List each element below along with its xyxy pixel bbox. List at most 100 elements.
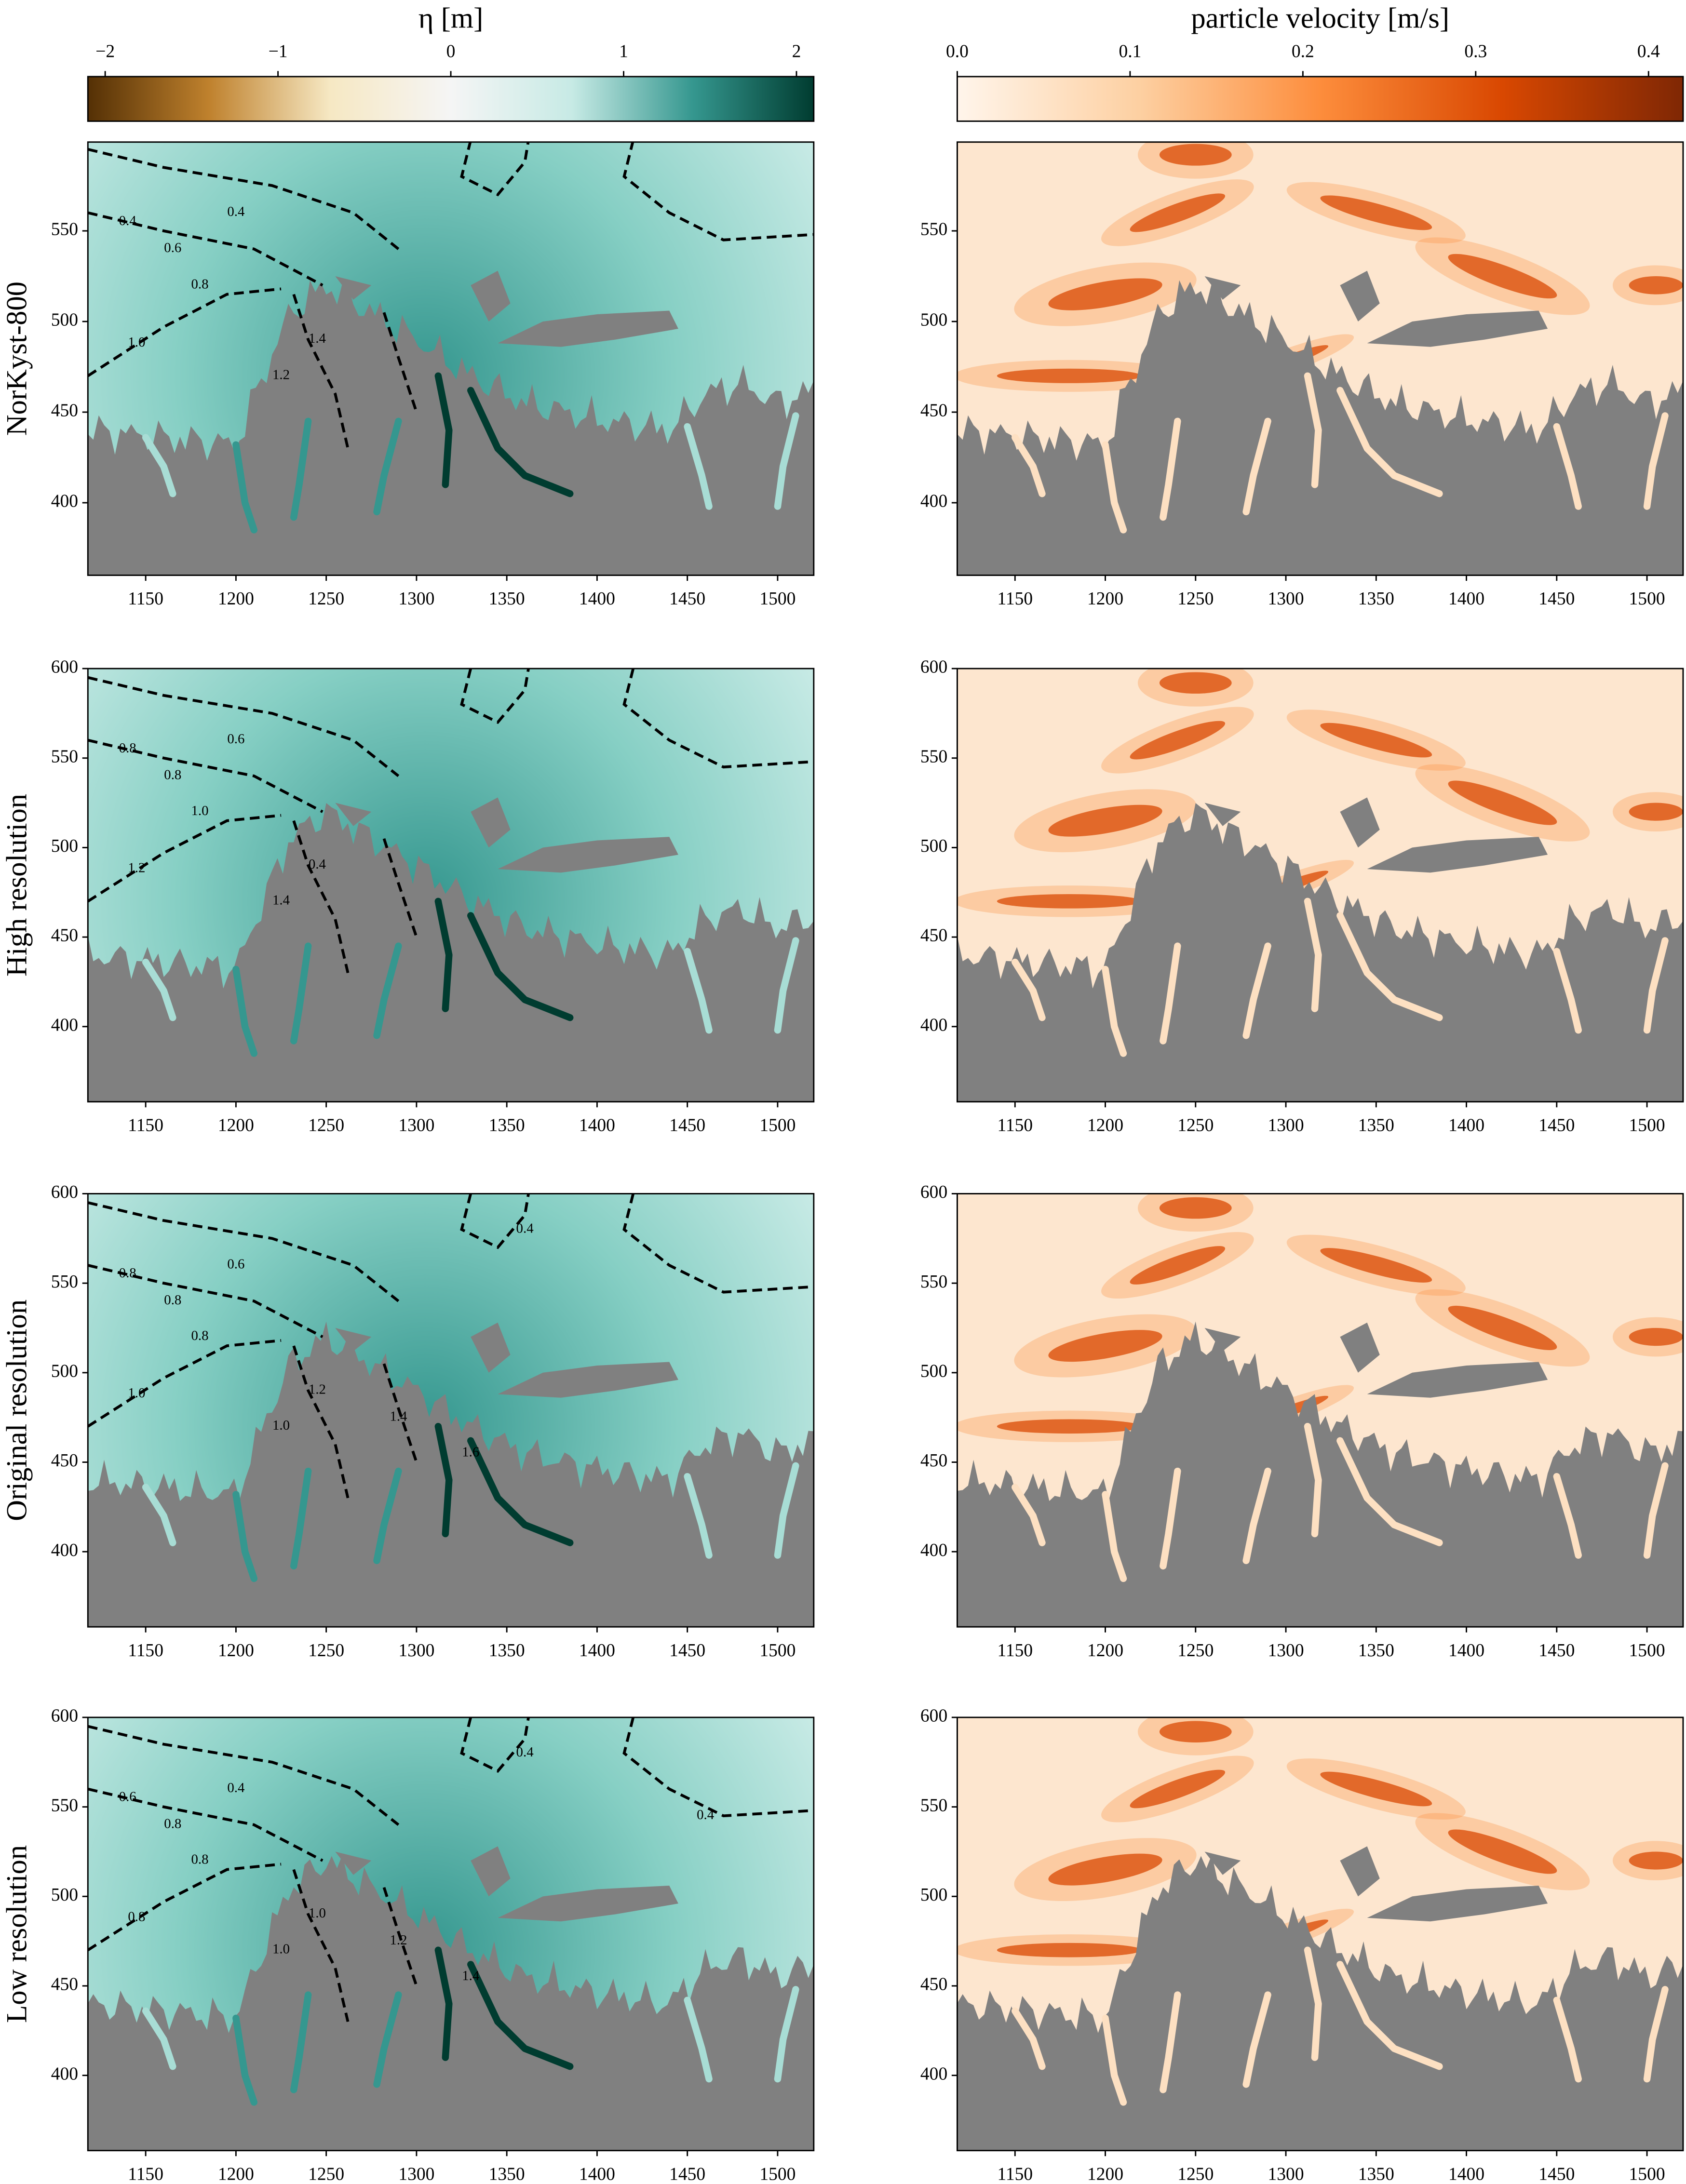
panel: 0.6 0.8 0.8 0.8 1.0 1.0 1.2 1.4 1.6 0.4 <box>88 1193 814 1627</box>
y-tick-label: 500 <box>920 836 947 856</box>
fjord <box>1643 412 1669 510</box>
x-tick-label: 1300 <box>1268 1115 1304 1135</box>
x-tick-label: 1500 <box>1629 1115 1665 1135</box>
contour-label: 0.8 <box>164 1292 181 1308</box>
fjord <box>1643 1462 1669 1559</box>
x-tick-label: 1350 <box>1358 1641 1394 1661</box>
colorbar-tick-label: −1 <box>269 41 288 61</box>
panel: 0.4 0.4 0.6 0.8 1.0 1.2 1.4 <box>88 142 814 576</box>
fjord <box>1553 948 1582 1034</box>
fjord <box>1160 1991 1181 2093</box>
y-tick-label: 450 <box>51 926 78 946</box>
fjord <box>290 417 312 521</box>
x-tick-label: 1400 <box>1448 1115 1484 1135</box>
contour-label: 0.6 <box>119 1789 136 1805</box>
fjord <box>1012 958 1046 1021</box>
panel: 0.4 0.6 0.8 0.8 0.8 1.0 1.0 1.2 1.4 0.4 0.4 <box>88 1717 814 2151</box>
flow-streak <box>997 368 1142 383</box>
flow-streak <box>997 1943 1142 1957</box>
x-tick-label: 1450 <box>669 589 705 609</box>
contour-line <box>88 211 324 287</box>
x-tick-label: 1200 <box>1087 1641 1123 1661</box>
colorbar-tick-label: 0.4 <box>1637 41 1660 61</box>
flow-streak <box>1130 193 1226 232</box>
x-tick-label: 1200 <box>218 589 254 609</box>
contour-label: 0.6 <box>164 240 181 255</box>
island <box>1204 803 1241 826</box>
y-tick-label: 550 <box>51 1795 78 1815</box>
flow-streak <box>1629 276 1683 295</box>
contour-label: 0.4 <box>516 1744 534 1760</box>
x-tick-label: 1150 <box>128 2164 163 2184</box>
y-tick-label: 400 <box>920 1015 947 1035</box>
island <box>471 270 511 322</box>
fjord <box>434 898 453 1012</box>
contour-label: 1.2 <box>390 1932 407 1948</box>
x-tick-label: 1500 <box>759 1641 796 1661</box>
contour-label: 1.2 <box>128 860 145 876</box>
x-tick-label: 1350 <box>489 1115 525 1135</box>
fjord <box>1336 1961 1443 2070</box>
y-tick-label: 600 <box>51 657 78 677</box>
x-tick-label: 1400 <box>1448 1641 1484 1661</box>
fjord <box>467 1437 574 1546</box>
colorbar-tick-label: −2 <box>95 41 115 61</box>
contour-label: 1.4 <box>390 1408 407 1424</box>
flow-streak <box>1159 144 1232 166</box>
x-tick-label: 1350 <box>489 589 525 609</box>
y-tick-label: 400 <box>51 1015 78 1035</box>
fjord <box>142 1484 176 1546</box>
island <box>1340 797 1380 848</box>
x-tick-label: 1250 <box>308 2164 344 2184</box>
fjord <box>1242 417 1271 516</box>
fjord <box>1304 1422 1322 1538</box>
contour-line <box>292 1345 350 1499</box>
flow-streak <box>1048 1330 1162 1362</box>
fjord <box>1643 937 1669 1034</box>
colorbar-tick-label: 0 <box>446 41 456 61</box>
fjord <box>434 372 453 488</box>
contour-label: 1.0 <box>309 1905 326 1921</box>
flow-streak <box>1048 278 1162 310</box>
flow-streak <box>1629 803 1683 821</box>
x-tick-label: 1450 <box>1538 589 1575 609</box>
flow-streak <box>1130 1769 1226 1809</box>
x-tick-label: 1400 <box>579 1115 615 1135</box>
fjord <box>1553 1473 1582 1559</box>
island <box>1340 270 1380 322</box>
contour-label: 0.8 <box>119 740 136 756</box>
island <box>471 1322 511 1373</box>
flow-streak <box>1130 1246 1226 1285</box>
x-tick-label: 1250 <box>308 1115 344 1135</box>
y-tick-label: 550 <box>920 1272 947 1292</box>
contour-label: 0.8 <box>128 1909 145 1925</box>
x-tick-label: 1400 <box>1448 2164 1484 2184</box>
fjord <box>684 1473 713 1559</box>
contour-line <box>622 1193 814 1294</box>
x-tick-label: 1150 <box>997 589 1033 609</box>
y-tick-label: 500 <box>51 310 78 330</box>
fjord <box>1102 441 1127 534</box>
fjord <box>1304 898 1322 1012</box>
x-tick-label: 1300 <box>398 1641 434 1661</box>
contour-label: 0.8 <box>191 276 208 292</box>
contour-label: 0.6 <box>227 731 244 747</box>
x-tick-label: 1150 <box>128 589 163 609</box>
fjord <box>290 1991 312 2093</box>
fjord <box>373 417 402 516</box>
x-tick-label: 1500 <box>759 2164 796 2184</box>
contour-line <box>88 1264 324 1339</box>
x-tick-label: 1150 <box>128 1641 163 1661</box>
colorbar <box>957 76 1684 122</box>
y-tick-label: 450 <box>920 1451 947 1471</box>
contour-label: 1.0 <box>272 1418 290 1433</box>
fjord <box>1102 2014 1127 2106</box>
flow-streak <box>1629 1327 1683 1346</box>
colorbar-tick-label: 1 <box>619 41 628 61</box>
frame <box>957 1716 1684 2152</box>
x-tick-label: 1400 <box>579 1641 615 1661</box>
fjord <box>684 1996 713 2083</box>
y-tick-label: 450 <box>51 401 78 421</box>
y-tick-label: 500 <box>920 1361 947 1381</box>
y-tick-label: 500 <box>920 310 947 330</box>
